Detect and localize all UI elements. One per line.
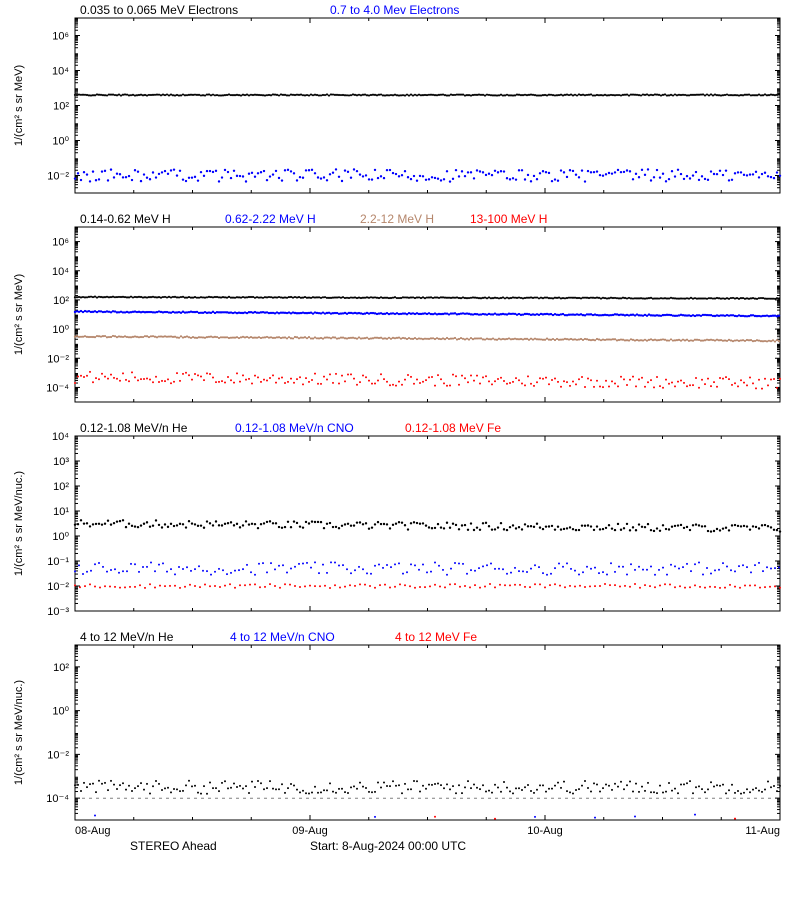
yaxis-label: 1/(cm² s sr MeV/nuc.) [13, 471, 25, 576]
legend-label: 13-100 MeV H [470, 212, 547, 226]
ytick-label: 10⁰ [52, 324, 69, 336]
xtick-label: 09-Aug [292, 825, 327, 837]
ytick-label: 10⁰ [52, 136, 69, 148]
footer-center: Start: 8-Aug-2024 00:00 UTC [310, 839, 466, 853]
series-points [74, 168, 781, 183]
ytick-label: 10⁶ [52, 31, 69, 43]
legend-label: 4 to 12 MeV Fe [395, 630, 477, 644]
xtick-label: 10-Aug [527, 825, 562, 837]
legend-label: 0.62-2.22 MeV H [225, 212, 316, 226]
ytick-label: 10⁴ [52, 266, 69, 278]
series-points [74, 296, 780, 300]
yaxis-label: 1/(cm² s sr MeV) [13, 274, 25, 355]
legend-label: 2.2-12 MeV H [360, 212, 434, 226]
ytick-label: 10² [53, 662, 69, 674]
ytick-label: 10⁻⁴ [46, 793, 69, 805]
ytick-label: 10⁻² [47, 749, 69, 761]
series-points [74, 310, 780, 318]
footer-left: STEREO Ahead [130, 839, 217, 853]
ytick-label: 10⁰ [52, 706, 69, 718]
ytick-label: 10⁰ [52, 531, 69, 543]
series-points [94, 814, 696, 819]
ytick-label: 10⁻² [47, 171, 69, 183]
ytick-label: 10² [53, 295, 69, 307]
series-points [74, 93, 780, 96]
plot-frame [75, 645, 780, 820]
ytick-label: 10⁻⁴ [46, 382, 69, 394]
series-points [74, 583, 781, 589]
legend-label: 0.035 to 0.065 MeV Electrons [80, 3, 238, 17]
xtick-label: 11-Aug [745, 825, 780, 837]
ytick-label: 10⁴ [52, 66, 69, 78]
ytick-label: 10¹ [53, 506, 69, 518]
series-points [74, 519, 781, 533]
legend-label: 4 to 12 MeV/n He [80, 630, 174, 644]
series-points [74, 335, 780, 343]
series-points [74, 561, 780, 575]
legend-label: 0.14-0.62 MeV H [80, 212, 171, 226]
series-points [74, 780, 781, 795]
ytick-label: 10² [53, 101, 69, 113]
ytick-label: 10⁻² [47, 353, 69, 365]
legend-label: 4 to 12 MeV/n CNO [230, 630, 335, 644]
ytick-label: 10⁻³ [47, 606, 69, 618]
series-points [74, 371, 781, 390]
chart-svg: 0.035 to 0.065 MeV Electrons 0.7 to 4.0 M… [0, 0, 800, 900]
xtick-label: 08-Aug [75, 825, 110, 837]
yaxis-label: 1/(cm² s sr MeV) [13, 65, 25, 146]
legend-label: 0.12-1.08 MeV/n CNO [235, 421, 354, 435]
yaxis-label: 1/(cm² s sr MeV/nuc.) [13, 680, 25, 785]
plot-frame [75, 18, 780, 193]
legend-label: 0.12-1.08 MeV/n He [80, 421, 188, 435]
series-points [434, 816, 736, 820]
ytick-label: 10³ [53, 456, 69, 468]
ytick-label: 10⁻² [47, 581, 69, 593]
ytick-label: 10² [53, 481, 69, 493]
chart-container: 0.035 to 0.065 MeV Electrons 0.7 to 4.0 M… [0, 0, 800, 900]
ytick-label: 10⁶ [52, 237, 69, 249]
legend-label: 0.12-1.08 MeV Fe [405, 421, 501, 435]
ytick-label: 10⁻¹ [47, 556, 69, 568]
legend-label: 0.7 to 4.0 Mev Electrons [330, 3, 459, 17]
ytick-label: 10⁴ [52, 431, 69, 443]
